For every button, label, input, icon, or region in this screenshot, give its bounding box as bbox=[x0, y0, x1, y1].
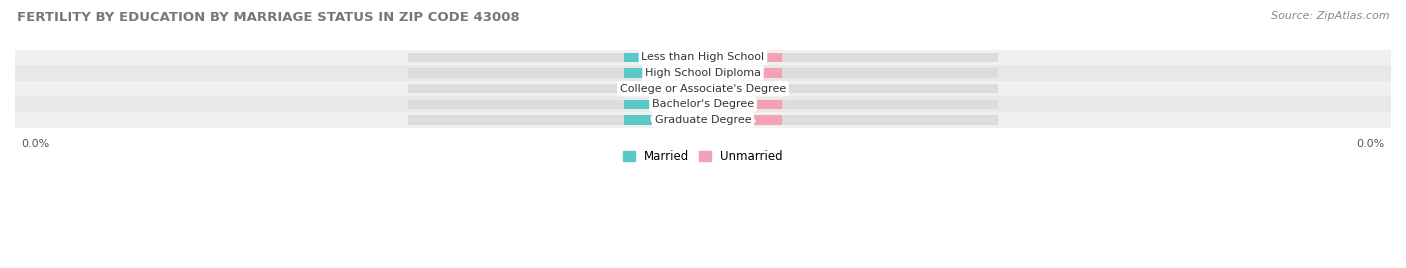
Bar bbox=[703, 100, 998, 109]
Bar bbox=[703, 53, 782, 62]
Bar bbox=[703, 115, 782, 125]
Text: Bachelor's Degree: Bachelor's Degree bbox=[652, 99, 754, 109]
Bar bbox=[408, 84, 703, 93]
Bar bbox=[408, 53, 703, 62]
Text: 0.0%: 0.0% bbox=[728, 115, 756, 125]
Text: Graduate Degree: Graduate Degree bbox=[655, 115, 751, 125]
Bar bbox=[0, 81, 1406, 96]
Bar bbox=[624, 53, 703, 62]
Text: 0.0%: 0.0% bbox=[650, 115, 678, 125]
Text: Less than High School: Less than High School bbox=[641, 52, 765, 62]
Bar bbox=[703, 100, 782, 109]
Bar bbox=[703, 68, 998, 78]
Text: 0.0%: 0.0% bbox=[728, 52, 756, 62]
Text: Source: ZipAtlas.com: Source: ZipAtlas.com bbox=[1271, 11, 1389, 21]
Legend: Married, Unmarried: Married, Unmarried bbox=[619, 145, 787, 168]
Bar bbox=[0, 112, 1406, 128]
Bar bbox=[703, 53, 998, 62]
Bar bbox=[624, 115, 703, 125]
Bar bbox=[408, 115, 703, 125]
Text: 0.0%: 0.0% bbox=[650, 99, 678, 109]
Bar bbox=[703, 68, 782, 78]
Text: 0.0%: 0.0% bbox=[21, 139, 49, 149]
Bar bbox=[624, 68, 703, 78]
Text: 0.0%: 0.0% bbox=[650, 84, 678, 94]
Text: 0.0%: 0.0% bbox=[728, 68, 756, 78]
Bar bbox=[703, 84, 782, 93]
Bar bbox=[624, 100, 703, 109]
Text: High School Diploma: High School Diploma bbox=[645, 68, 761, 78]
Bar bbox=[0, 50, 1406, 65]
Bar bbox=[408, 68, 703, 78]
Text: College or Associate's Degree: College or Associate's Degree bbox=[620, 84, 786, 94]
Text: 0.0%: 0.0% bbox=[728, 84, 756, 94]
Text: 0.0%: 0.0% bbox=[1357, 139, 1385, 149]
Text: 0.0%: 0.0% bbox=[650, 68, 678, 78]
Bar bbox=[408, 100, 703, 109]
Bar bbox=[0, 65, 1406, 81]
Bar bbox=[703, 115, 998, 125]
Bar bbox=[703, 84, 998, 93]
Text: FERTILITY BY EDUCATION BY MARRIAGE STATUS IN ZIP CODE 43008: FERTILITY BY EDUCATION BY MARRIAGE STATU… bbox=[17, 11, 520, 24]
Bar bbox=[0, 96, 1406, 112]
Bar bbox=[624, 84, 703, 93]
Text: 0.0%: 0.0% bbox=[728, 99, 756, 109]
Text: 0.0%: 0.0% bbox=[650, 52, 678, 62]
